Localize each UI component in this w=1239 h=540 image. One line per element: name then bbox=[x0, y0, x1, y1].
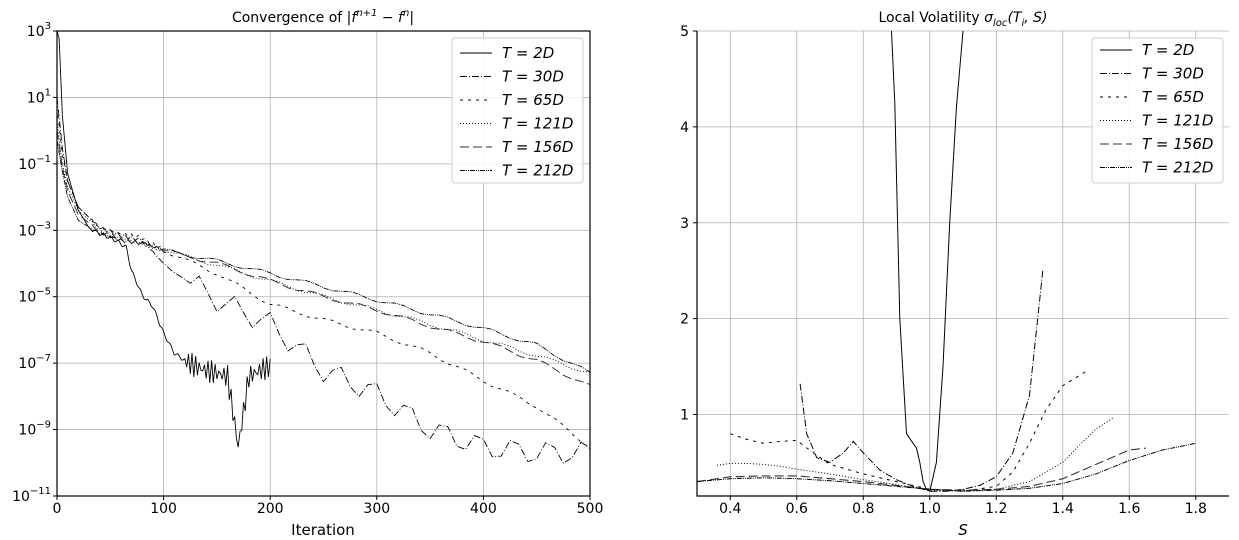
left-series-line bbox=[56, 30, 271, 448]
left-series-line bbox=[56, 107, 591, 449]
right-legend-label: T = 121D bbox=[1142, 112, 1213, 130]
right-x-axis-label: S bbox=[958, 521, 968, 539]
left-legend-label: T = 156D bbox=[502, 138, 573, 156]
left-legend-label: T = 121D bbox=[502, 115, 573, 133]
right-x-tick-label: 0.8 bbox=[852, 501, 874, 517]
right-x-tick-label: 1.8 bbox=[1185, 501, 1207, 517]
left-y-tick-label: 10−11 bbox=[12, 486, 51, 505]
left-y-tick-label: 10−1 bbox=[18, 154, 51, 173]
left-axes-frame bbox=[56, 30, 591, 497]
left-x-tick-label: 200 bbox=[257, 501, 284, 517]
right-series-line bbox=[891, 31, 964, 492]
right-series-lines bbox=[697, 31, 1196, 492]
right-x-tick-label: 1.6 bbox=[1118, 501, 1140, 517]
right-legend-label: T = 30D bbox=[1142, 65, 1204, 83]
left-y-tick-label: 10−7 bbox=[18, 353, 51, 372]
left-legend-label: T = 30D bbox=[502, 68, 564, 86]
left-series-line bbox=[56, 120, 591, 373]
left-y-tick-label: 10−5 bbox=[18, 287, 51, 306]
right-chart-title: Local Volatility σloc(Ti, S) bbox=[879, 10, 1048, 29]
left-x-axis-label: Iteration bbox=[291, 521, 355, 539]
right-legend-label: T = 212D bbox=[1142, 159, 1213, 177]
left-x-tick-label: 0 bbox=[53, 501, 62, 517]
right-x-tick-label: 0.6 bbox=[786, 501, 808, 517]
right-legend-label: T = 156D bbox=[1142, 135, 1213, 153]
right-legend-label: T = 65D bbox=[1142, 88, 1204, 106]
right-axes-spines bbox=[696, 31, 1229, 497]
right-x-tick-label: 1.2 bbox=[985, 501, 1007, 517]
left-series-line bbox=[56, 140, 591, 373]
left-x-tick-label: 400 bbox=[470, 501, 497, 517]
right-series-line bbox=[697, 447, 1146, 491]
local-volatility-plot: 0.4 0.6 0.8 1.0 1.2 1.4 1.6 1.8 1 2 3 4 5 Local Vola… bbox=[680, 10, 1229, 539]
left-series-lines bbox=[56, 30, 591, 464]
right-x-tick-label: 1.0 bbox=[919, 501, 941, 517]
convergence-plot: 0 100 200 300 400 500 10−11 10−9 10−7 10−5 10−3 10−… bbox=[12, 8, 603, 539]
right-y-tick-label: 5 bbox=[680, 24, 689, 40]
left-y-tick-label: 10−9 bbox=[18, 420, 51, 439]
right-series-line bbox=[716, 417, 1113, 492]
left-x-tick-label: 100 bbox=[150, 501, 177, 517]
left-tick-labels: 0 100 200 300 400 500 10−11 10−9 10−7 10−5 10−3 10−… bbox=[12, 21, 603, 517]
right-series-line bbox=[697, 442, 1196, 492]
right-tick-labels: 0.4 0.6 0.8 1.0 1.2 1.4 1.6 1.8 1 2 3 4 5 bbox=[680, 24, 1207, 517]
left-y-tick-label: 10−3 bbox=[18, 220, 51, 239]
left-y-tick-label: 101 bbox=[27, 87, 51, 106]
right-legend-box bbox=[1091, 37, 1224, 184]
left-legend-label: T = 65D bbox=[502, 91, 564, 109]
right-y-tick-label: 2 bbox=[680, 312, 689, 328]
right-legend-label: T = 2D bbox=[1142, 41, 1194, 59]
right-series-line bbox=[730, 370, 1087, 492]
right-gridlines bbox=[697, 30, 1229, 496]
left-legend-label: T = 212D bbox=[502, 162, 573, 180]
left-x-tick-label: 500 bbox=[577, 501, 604, 517]
left-chart-title: Convergence of |fn+1 − fn| bbox=[232, 8, 414, 26]
right-series-line bbox=[799, 270, 1044, 492]
right-y-tick-label: 3 bbox=[680, 216, 689, 232]
right-x-tick-label: 0.4 bbox=[719, 501, 741, 517]
left-legend-box bbox=[451, 37, 584, 184]
left-y-tick-label: 103 bbox=[27, 21, 51, 40]
right-y-tick-label: 4 bbox=[680, 120, 689, 136]
right-y-tick-label: 1 bbox=[680, 408, 689, 424]
left-legend: T = 2D T = 30D T = 65D T = 121D T = 156D T = … bbox=[451, 37, 584, 184]
left-x-tick-label: 300 bbox=[363, 501, 390, 517]
right-x-tick-label: 1.4 bbox=[1052, 501, 1074, 517]
left-legend-label: T = 2D bbox=[502, 44, 554, 62]
right-legend: T = 2D T = 30D T = 65D T = 121D T = 156D T = … bbox=[1091, 37, 1224, 184]
